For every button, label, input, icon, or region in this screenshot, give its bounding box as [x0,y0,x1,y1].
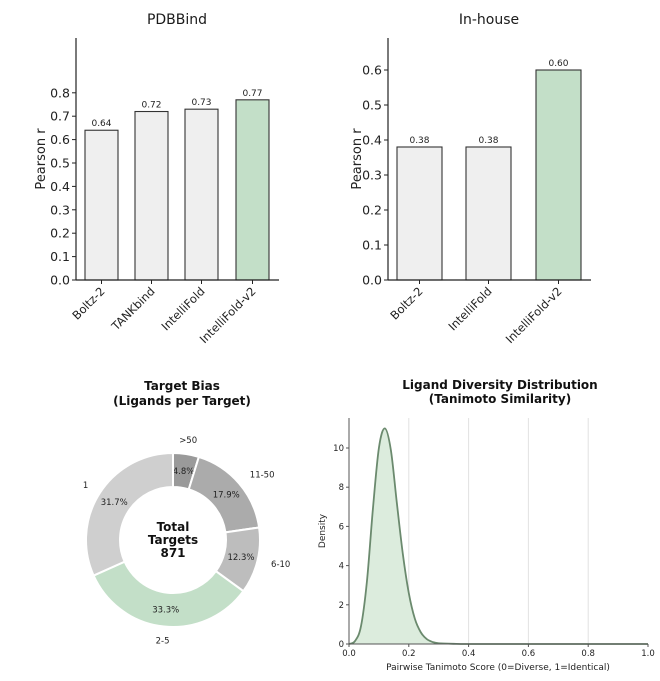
bar-intellifold [184,108,219,281]
density-title-line2: (Tanimoto Similarity) [429,392,571,406]
x-tick-label: 1.0 [641,649,655,659]
ligand-diversity-density-chart: Ligand Diversity Distribution (Tanimoto … [318,378,655,673]
y-tick-label: 2 [339,601,344,611]
donut-title-line1: Target Bias [144,379,220,393]
y-tick-label: 0.3 [362,168,382,183]
bar-value-label: 0.73 [191,98,211,108]
density-ylabel: Density [318,513,328,548]
donut-category-label: 11-50 [250,470,275,480]
x-tick-label: Boltz-2 [69,284,107,322]
pdbbind-bar-chart: PDBBind Pearson r 0.0 0.1 0.2 0.3 0.4 0.5 0.6 0… [34,12,279,346]
donut-center-line3: 871 [160,546,185,560]
y-tick-label: 0.4 [362,133,382,148]
y-tick-label: 0.0 [362,273,382,288]
donut-pct-label: 12.3% [227,553,254,563]
bar-value-label: 0.60 [548,59,568,69]
x-tick-label: 0.0 [342,649,356,659]
y-tick-label: 0.5 [362,98,382,113]
donut-center-line1: Total [157,520,190,534]
pdbbind-title: PDBBind [147,12,207,28]
donut-slice-1 [85,451,174,577]
donut-category-label: >50 [179,436,197,446]
donut-category-label: 1 [83,481,88,491]
y-tick-label: 0 [339,640,344,650]
donut-slice-2-5 [92,560,245,628]
bar-value-label: 0.77 [242,89,262,99]
x-tick-label: 0.8 [581,649,595,659]
inhouse-ylabel: Pearson r [350,128,365,190]
bar-value-label: 0.72 [141,101,161,111]
bar-intellifold-v2 [235,99,270,281]
density-title-line1: Ligand Diversity Distribution [402,378,597,392]
inhouse-bar-chart: In-house Pearson r 0.0 0.1 0.2 0.3 0.4 0.5 0.6… [350,12,591,346]
x-tick-label: IntelliFold [158,284,207,333]
donut-center-line2: Targets [148,533,198,547]
y-tick-label: 4 [339,562,344,572]
bar-boltz-2 [396,146,443,281]
y-tick-label: 0.0 [50,273,70,288]
target-bias-donut-chart: Target Bias (Ligands per Target) 4.8% >50… [83,379,291,646]
donut-pct-label: 17.9% [213,491,240,501]
bar-value-label: 0.38 [409,136,429,146]
y-tick-label: 0.3 [50,202,70,217]
donut-category-label: 6-10 [271,560,290,570]
y-tick-label: 8 [339,483,344,493]
x-tick-label: TANKbind [108,284,158,334]
y-tick-label: 0.1 [50,249,70,264]
y-tick-label: 0.8 [50,85,70,100]
x-tick-label: 0.4 [462,649,476,659]
x-tick-label: IntelliFold-v2 [503,284,565,346]
bar-value-label: 0.64 [91,119,111,129]
donut-pct-label: 33.3% [152,606,179,616]
inhouse-title: In-house [459,12,519,28]
x-tick-label: Boltz-2 [387,284,425,322]
y-tick-label: 0.6 [50,132,70,147]
y-tick-label: 0.5 [50,156,70,171]
x-tick-label: 0.6 [522,649,536,659]
x-tick-label: 0.2 [402,649,416,659]
donut-pct-label: 31.7% [101,498,128,508]
bar-value-label: 0.38 [478,136,498,146]
bar-intellifold-v2 [535,69,582,281]
donut-title-line2: (Ligands per Target) [113,394,251,408]
y-tick-label: 10 [333,444,344,454]
density-xlabel: Pairwise Tanimoto Score (0=Diverse, 1=Id… [386,663,610,673]
x-tick-label: IntelliFold [445,284,494,333]
y-tick-label: 0.4 [50,179,70,194]
bar-boltz-2 [84,129,119,281]
donut-category-label: 2-5 [156,636,170,646]
density-area-fill [349,428,648,644]
donut-pct-label: 4.8% [173,467,195,477]
y-tick-label: 0.7 [50,109,70,124]
y-tick-label: 6 [339,522,344,532]
y-tick-label: 0.2 [50,226,70,241]
y-tick-label: 0.6 [362,63,382,78]
bar-tankbind [134,110,169,281]
pdbbind-ylabel: Pearson r [34,128,49,190]
y-tick-label: 0.1 [362,238,382,253]
bar-intellifold [465,146,512,281]
y-tick-label: 0.2 [362,203,382,218]
